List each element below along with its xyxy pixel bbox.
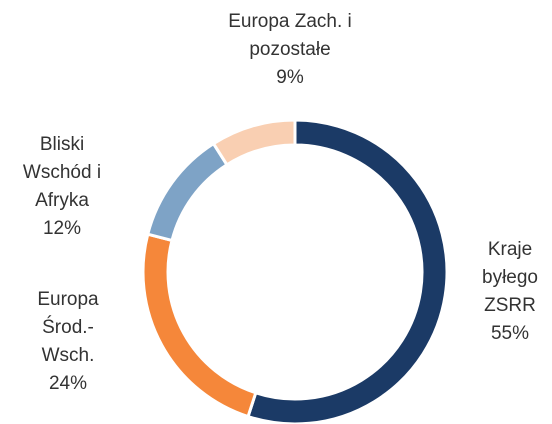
segment-label: Kraje byłego ZSRR 55% bbox=[470, 236, 550, 348]
segment-label: Bliski Wschód i Afryka 12% bbox=[12, 131, 112, 243]
value-label: 12% bbox=[42, 218, 82, 239]
category-name: Kraje byłego ZSRR bbox=[482, 239, 538, 316]
category-name: Europa Zach. i pozostałe bbox=[228, 11, 352, 60]
category-name: Bliski Wschód i Afryka bbox=[22, 134, 102, 211]
value-label: 9% bbox=[276, 67, 304, 88]
value-label: 24% bbox=[48, 373, 88, 394]
donut-segment bbox=[145, 141, 230, 243]
donut-segment bbox=[141, 232, 258, 419]
donut-segment bbox=[246, 118, 449, 424]
segment-label: Europa Zach. i pozostałe 9% bbox=[190, 8, 390, 92]
segment-label: Europa Środ.-Wsch. 24% bbox=[18, 286, 118, 398]
donut-segment bbox=[211, 118, 297, 167]
category-name: Europa Środ.-Wsch. bbox=[37, 289, 99, 366]
value-label: 55% bbox=[490, 323, 530, 344]
